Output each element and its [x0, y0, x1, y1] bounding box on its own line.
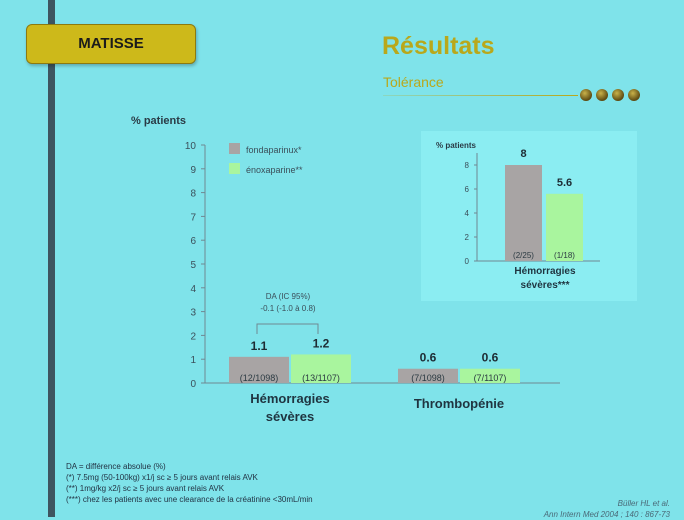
bar-count-label: (7/1098) [411, 373, 445, 383]
inset-y-tick-label: 6 [465, 185, 470, 194]
bar [229, 356, 289, 383]
inset-bar-value-label: 8 [520, 148, 526, 160]
footnote: DA = différence absolue (%) [66, 462, 166, 471]
y-tick-label: 6 [190, 236, 196, 247]
inset-bar [546, 193, 583, 261]
y-tick-label: 1 [190, 355, 196, 366]
footnote: (**) 1mg/kg x2/j sc ≥ 5 jours avant rela… [66, 484, 225, 493]
y-axis-label: % patients [131, 115, 186, 127]
slide-subtitle: Tolérance [383, 74, 444, 90]
inset-y-tick-label: 8 [465, 161, 470, 170]
y-tick-label: 0 [190, 379, 196, 390]
inset-category-label: Hémorragies [514, 266, 576, 277]
bar [291, 354, 351, 383]
citation: Büller HL et al. Ann Intern Med 2004 ; 1… [544, 498, 670, 520]
study-badge-label: MATISSE [78, 35, 144, 52]
side-accent-bar [48, 0, 55, 517]
y-tick-label: 10 [185, 141, 197, 152]
citation-journal: Ann Intern Med 2004 ; 140 : 867-73 [543, 510, 670, 519]
y-tick-label: 5 [190, 260, 196, 271]
legend-swatch [229, 163, 240, 174]
annotation-label: -0.1 (-1.0 à 0.8) [260, 304, 315, 313]
category-label: Hémorragies [250, 391, 329, 406]
bar [460, 368, 520, 383]
bar-count-label: (13/1107) [302, 373, 340, 383]
subtitle-rule [383, 95, 578, 96]
y-tick-label: 4 [190, 284, 196, 295]
y-tick-label: 8 [190, 189, 196, 200]
category-label: Thrombopénie [414, 396, 504, 411]
annotation-bracket [256, 323, 319, 334]
bullet-dot-icon [580, 89, 592, 101]
y-tick-label: 7 [190, 212, 196, 223]
footnote: (***) chez les patients avec une clearan… [66, 495, 313, 504]
legend-label: fondaparinux* [246, 145, 302, 155]
bullet-dot-icon [612, 89, 624, 101]
inset-category-label: sévères*** [521, 280, 570, 291]
inset-y-tick-label: 4 [465, 209, 470, 218]
inset-y-axis-label: % patients [436, 141, 477, 150]
category-label: sévères [266, 409, 314, 424]
inset-y-tick-label: 0 [465, 257, 470, 266]
footnotes: DA = différence absolue (%) (*) 7.5mg (5… [66, 461, 313, 505]
y-tick-label: 3 [190, 308, 196, 319]
citation-authors: Büller HL et al. [617, 499, 670, 508]
inset-bar-count-label: (1/18) [554, 251, 575, 260]
annotation-label: DA (IC 95%) [266, 292, 311, 301]
y-tick-label: 9 [190, 165, 196, 176]
legend-label: énoxaparine** [246, 165, 303, 175]
slide-title: Résultats [382, 32, 495, 60]
bar-count-label: (7/1107) [474, 373, 507, 383]
bar-value-label: 1.1 [251, 339, 268, 353]
bar-value-label: 1.2 [313, 336, 330, 350]
bar [398, 368, 458, 383]
y-tick-label: 2 [190, 331, 196, 342]
bullet-dot-icon [596, 89, 608, 101]
study-badge: MATISSE [26, 24, 196, 64]
inset-y-tick-label: 2 [465, 233, 470, 242]
bar-count-label: (12/1098) [240, 373, 279, 383]
inset-bar [505, 165, 542, 261]
inset-bar-count-label: (2/25) [513, 251, 534, 260]
bar-value-label: 0.6 [482, 351, 499, 365]
bullet-dot-icon [628, 89, 640, 101]
bar-value-label: 0.6 [420, 351, 437, 365]
legend-swatch [229, 143, 240, 154]
footnote: (*) 7.5mg (50-100kg) x1/j sc ≥ 5 jours a… [66, 473, 258, 482]
inset-bar-value-label: 5.6 [557, 177, 572, 189]
